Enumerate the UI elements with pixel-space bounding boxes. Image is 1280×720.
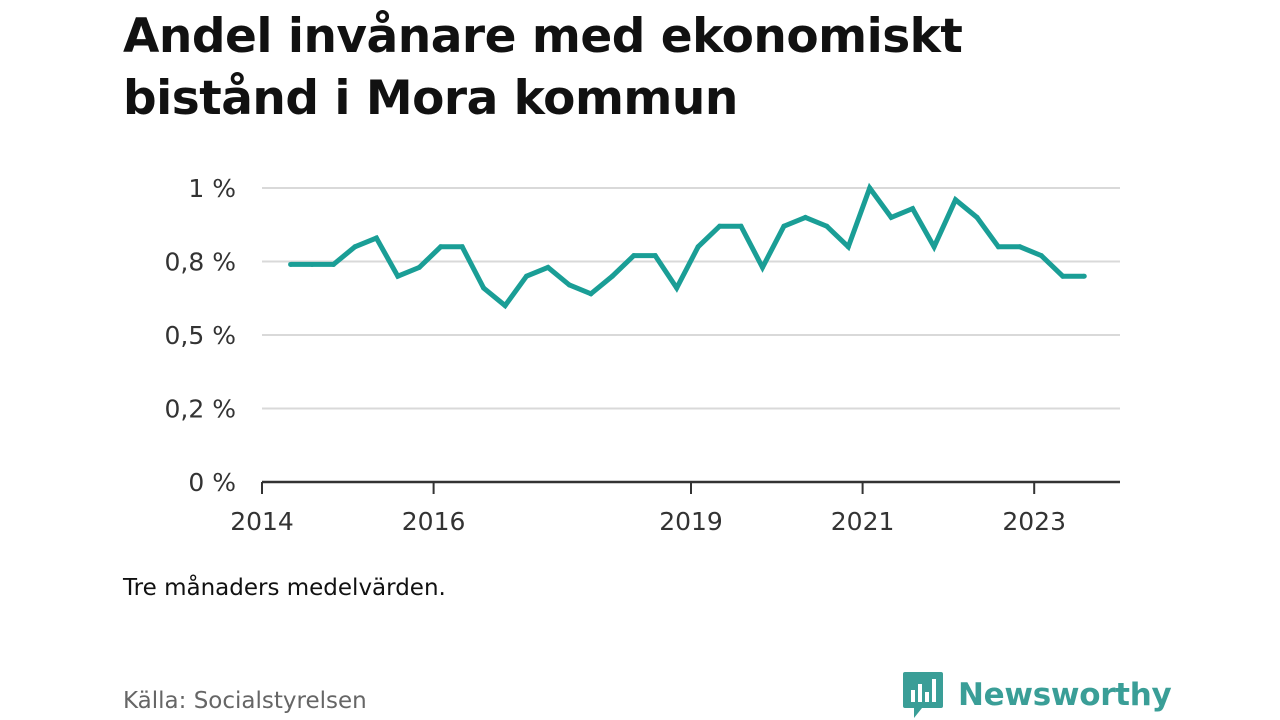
- x-tick-label: 2016: [402, 507, 466, 536]
- data-point: [888, 214, 894, 220]
- x-tick-label: 2014: [230, 507, 294, 536]
- data-point: [331, 261, 336, 267]
- data-point: [781, 223, 787, 229]
- series-group: [288, 182, 1087, 310]
- data-point: [652, 253, 658, 259]
- data-point: [459, 244, 465, 250]
- data-point: [395, 273, 401, 279]
- data-point: [631, 253, 637, 259]
- data-point: [352, 244, 358, 250]
- y-tick-label: 0 %: [188, 468, 236, 497]
- data-point: [309, 261, 315, 267]
- data-point: [1017, 244, 1023, 250]
- data-point: [995, 244, 1001, 250]
- data-point: [674, 285, 680, 291]
- data-point: [867, 185, 873, 191]
- y-axis-labels: 0 % 0,2 % 0,5 % 0,8 % 1 %: [165, 174, 236, 497]
- x-tick-label: 2023: [1002, 507, 1066, 536]
- x-tick-label: 2019: [659, 507, 723, 536]
- y-tick-label: 0,8 %: [165, 248, 236, 277]
- data-point: [502, 303, 508, 309]
- data-point: [545, 264, 551, 270]
- source-credit: Källa: Socialstyrelsen: [123, 688, 367, 714]
- data-point: [1081, 273, 1087, 279]
- y-tick-label: 1 %: [188, 174, 236, 203]
- data-point: [695, 244, 701, 250]
- data-point: [931, 244, 937, 250]
- data-point: [1038, 253, 1044, 259]
- data-point: [1060, 273, 1066, 279]
- chart-title: Andel invånare med ekonomiskt bistånd i …: [123, 9, 963, 126]
- data-point: [288, 261, 294, 267]
- data-point: [416, 264, 422, 270]
- data-point: [738, 223, 744, 229]
- data-point: [481, 285, 487, 291]
- x-axis: 2014 2016 2019 2021 2023: [230, 480, 1120, 536]
- x-tick-label: 2021: [831, 507, 895, 536]
- data-point: [717, 223, 723, 229]
- data-point: [824, 223, 830, 229]
- newsworthy-logo-icon: [903, 672, 943, 718]
- series-line: [290, 182, 1085, 310]
- data-point: [609, 273, 615, 279]
- brand-name: Newsworthy: [958, 677, 1172, 713]
- chart-note: Tre månaders medelvärden.: [123, 575, 446, 601]
- data-point: [802, 214, 808, 220]
- y-tick-label: 0,2 %: [165, 395, 236, 424]
- data-point: [438, 244, 444, 250]
- gridlines: [262, 187, 1120, 410]
- data-point: [373, 235, 379, 241]
- brand-logo: Newsworthy: [902, 670, 1172, 720]
- data-point: [974, 214, 980, 220]
- data-point: [953, 197, 959, 203]
- data-point: [588, 291, 594, 297]
- data-point: [524, 273, 530, 279]
- y-tick-label: 0,5 %: [165, 321, 236, 350]
- data-point: [910, 206, 916, 212]
- data-point: [760, 264, 765, 270]
- data-point: [566, 282, 572, 288]
- data-point: [845, 244, 851, 250]
